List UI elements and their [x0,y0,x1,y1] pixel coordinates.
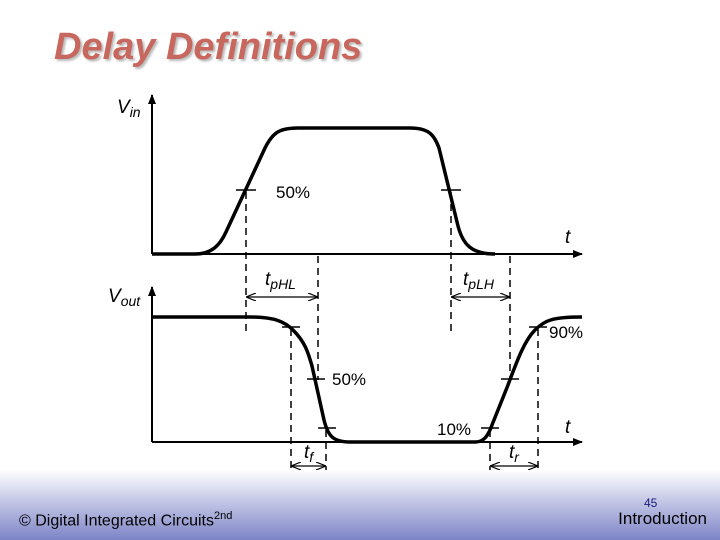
vout-50-percent-label: 50% [332,370,366,389]
vin-waveform [152,126,496,256]
tplh-label: tpLH [463,269,495,292]
slide-title: Delay Definitions [54,26,363,68]
copyright-text: © Digital Integrated Circuits2nd [19,510,233,530]
section-name: Introduction [618,509,707,528]
footer-band [0,470,720,540]
vout-label: Vout [108,286,141,309]
threshold-ticks [236,189,547,429]
interval-arrows [247,297,537,466]
vin-50-percent-label: 50% [276,183,310,202]
vout-10-percent-label: 10% [437,420,471,439]
time-label-bottom: t [565,417,571,438]
tf-label: tf [304,442,315,465]
time-label-top: t [565,227,571,248]
vin-label: Vin [117,97,141,120]
tr-label: tr [509,442,520,465]
vout-90-percent-label: 90% [549,323,583,342]
guide-lines [245,192,539,470]
page-number: 45 [644,496,658,510]
tphl-label: tpHL [265,269,296,292]
vout-waveform [152,315,583,444]
